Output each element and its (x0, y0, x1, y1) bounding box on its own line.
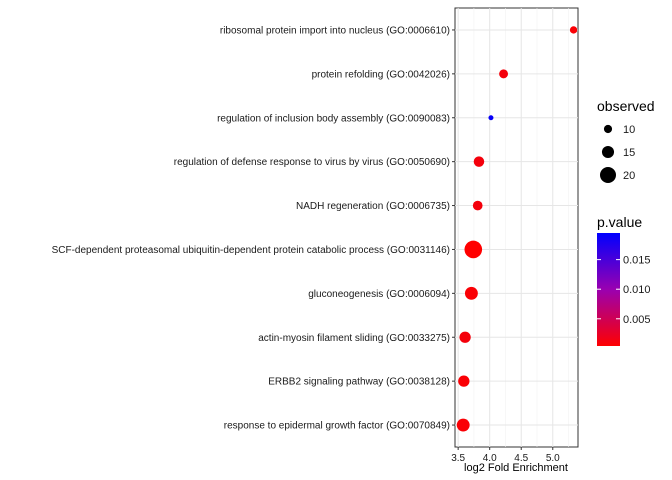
data-point (464, 240, 483, 259)
size-legend-key (599, 166, 617, 184)
color-legend-label: 0.015 (623, 255, 651, 267)
size-legend-label: 15 (623, 147, 635, 159)
color-legend-title: p.value (597, 214, 642, 230)
category-label: SCF-dependent proteasomal ubiquitin-depe… (52, 245, 450, 256)
data-point (473, 156, 485, 167)
category-label: NADH regeneration (GO:0006735) (296, 201, 450, 212)
category-label: protein refolding (GO:0042026) (312, 69, 450, 80)
size-legend-key (601, 145, 615, 159)
x-tick-label: 4.5 (514, 453, 528, 464)
data-point (459, 331, 471, 343)
category-label: ribosomal protein import into nucleus (G… (220, 25, 450, 36)
x-axis-title: log2 Fold Enrichment (464, 462, 568, 474)
color-legend-bar (597, 233, 620, 346)
data-point (464, 286, 478, 300)
size-legend: observed 10 15 20 (597, 98, 655, 184)
category-labels: ribosomal protein import into nucleus (G… (52, 25, 455, 432)
category-label: gluconeogenesis (GO:0006094) (308, 289, 450, 300)
x-tick-label: 4.0 (483, 453, 497, 464)
x-tick-label: 3.5 (451, 453, 465, 464)
x-axis: 3.5 4.0 4.5 5.0 (451, 447, 560, 464)
category-label: actin-myosin filament sliding (GO:003327… (258, 333, 450, 344)
points (456, 26, 578, 432)
panel-background (454, 7, 579, 448)
category-label: response to epidermal growth factor (GO:… (224, 421, 450, 432)
color-legend-label: 0.005 (623, 314, 651, 326)
color-legend: p.value 0.015 0.010 0.005 (597, 214, 651, 346)
category-label: regulation of inclusion body assembly (G… (217, 113, 450, 124)
data-point (499, 69, 509, 79)
color-legend-label: 0.010 (623, 284, 651, 296)
size-legend-label: 20 (623, 170, 635, 182)
x-tick-label: 5.0 (546, 453, 560, 464)
size-legend-title: observed (597, 98, 655, 114)
size-legend-key (603, 124, 613, 134)
size-legend-label: 10 (623, 124, 635, 136)
category-label: ERBB2 signaling pathway (GO:0038128) (268, 377, 450, 388)
category-label: regulation of defense response to virus … (174, 157, 450, 168)
data-point (488, 115, 494, 121)
data-point (472, 200, 483, 211)
data-point (569, 26, 578, 34)
data-point (456, 418, 470, 432)
data-point (458, 375, 470, 387)
